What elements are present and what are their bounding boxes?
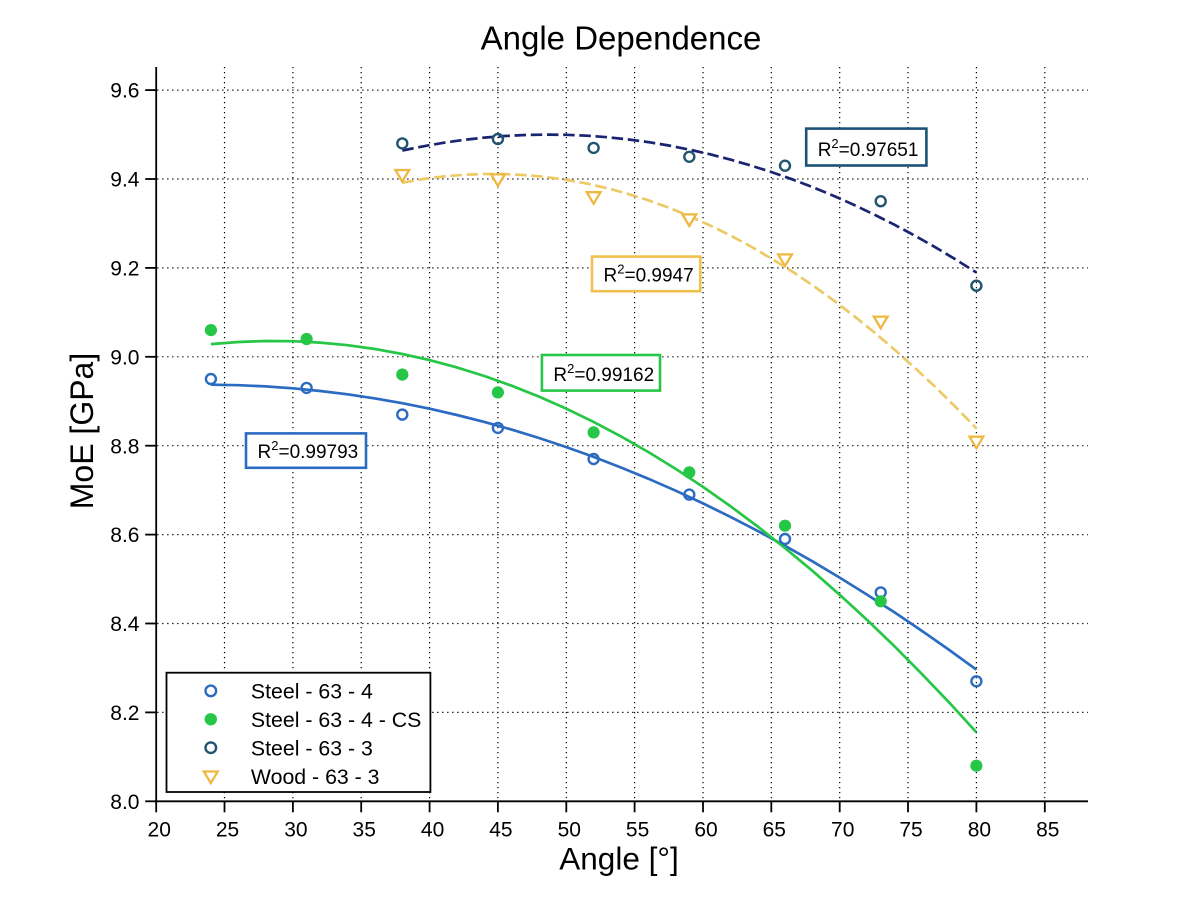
svg-text:60: 60	[694, 819, 717, 842]
svg-text:8.8: 8.8	[110, 435, 139, 458]
svg-text:9.4: 9.4	[110, 169, 140, 192]
svg-text:65: 65	[763, 819, 786, 842]
svg-text:45: 45	[489, 819, 512, 842]
svg-text:35: 35	[353, 819, 376, 842]
svg-text:55: 55	[626, 819, 649, 842]
svg-text:85: 85	[1036, 819, 1059, 842]
svg-text:Angle [°]: Angle [°]	[559, 841, 678, 877]
svg-text:40: 40	[421, 819, 444, 842]
svg-text:8.4: 8.4	[110, 613, 140, 636]
svg-text:50: 50	[558, 819, 581, 842]
svg-text:MoE [GPa]: MoE [GPa]	[64, 353, 100, 510]
svg-text:Angle Dependence: Angle Dependence	[481, 20, 762, 57]
svg-text:8.6: 8.6	[110, 524, 139, 547]
svg-text:Steel - 63 - 4: Steel - 63 - 4	[251, 680, 373, 704]
svg-text:R2=0.97651: R2=0.97651	[818, 136, 919, 161]
svg-text:Steel - 63 - 4 - CS: Steel - 63 - 4 - CS	[251, 708, 421, 732]
svg-text:8.0: 8.0	[110, 791, 139, 814]
svg-text:25: 25	[216, 819, 239, 842]
svg-text:9.0: 9.0	[110, 346, 139, 369]
svg-text:R2=0.9947: R2=0.9947	[604, 262, 694, 287]
svg-text:Wood - 63 - 3: Wood - 63 - 3	[251, 765, 380, 789]
svg-text:20: 20	[148, 819, 171, 842]
svg-text:9.2: 9.2	[110, 258, 139, 281]
svg-text:80: 80	[968, 819, 991, 842]
svg-text:Steel - 63 - 3: Steel - 63 - 3	[251, 736, 373, 760]
svg-text:9.6: 9.6	[110, 80, 139, 103]
svg-text:30: 30	[284, 819, 307, 842]
svg-text:75: 75	[899, 819, 922, 842]
svg-text:8.2: 8.2	[110, 702, 139, 725]
svg-text:70: 70	[831, 819, 854, 842]
svg-text:R2=0.99793: R2=0.99793	[258, 438, 359, 463]
